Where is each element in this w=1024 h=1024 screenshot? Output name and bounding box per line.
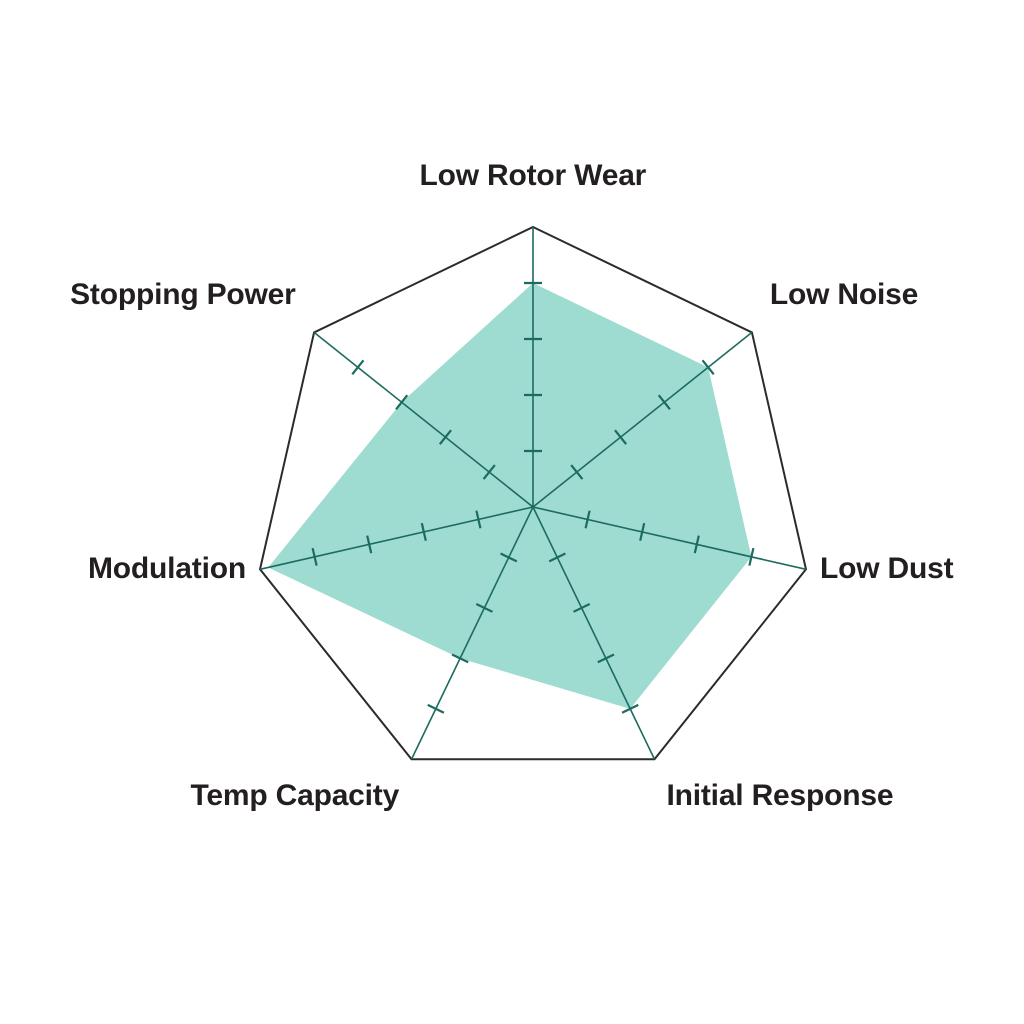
axis-tick: [366, 535, 373, 554]
axis-spokes: [259, 227, 807, 760]
axis-tick: [701, 359, 715, 376]
axis-spoke: [313, 331, 534, 508]
axis-label-low-dust: Low Dust: [820, 552, 954, 586]
data-series-polygon: [268, 283, 752, 709]
axis-tick: [548, 552, 566, 563]
axis-label-low-rotor-wear: Low Rotor Wear: [419, 159, 647, 192]
axis-label-initial-response: Initial Response: [666, 779, 894, 813]
axis-tick: [420, 522, 427, 541]
axis-tick: [693, 535, 700, 554]
axis-tick: [657, 394, 671, 410]
axis-tick: [475, 603, 493, 613]
axis-tick: [475, 510, 482, 529]
axis-tick: [351, 359, 365, 376]
axis-spoke: [532, 506, 656, 760]
axis-spoke: [532, 331, 753, 508]
axis-tick: [427, 703, 445, 714]
axis-spoke: [532, 506, 807, 571]
axis-tick: [748, 547, 755, 566]
axis-label-temp-capacity: Temp Capacity: [190, 779, 400, 813]
axis-tick: [621, 703, 639, 714]
outer-ring: [258, 225, 808, 761]
axis-ticks: [311, 281, 755, 714]
axis-tick: [614, 429, 628, 445]
axis-tick: [570, 464, 584, 480]
axis-label-stopping-power: Stopping Power: [70, 278, 296, 312]
axis-spoke: [259, 506, 534, 571]
axis-tick: [639, 522, 646, 541]
axis-tick: [438, 429, 452, 445]
axis-label-low-noise: Low Noise: [769, 278, 919, 312]
axis-tick: [482, 464, 496, 480]
axis-tick: [451, 653, 469, 664]
axis-tick: [573, 603, 591, 613]
axis-tick: [395, 394, 409, 410]
axis-tick: [584, 510, 591, 529]
axis-label-modulation: Modulation: [88, 552, 246, 586]
axis-tick: [500, 552, 518, 563]
axis-tick: [311, 547, 318, 566]
axis-spoke: [410, 506, 534, 760]
axis-tick: [597, 653, 615, 664]
